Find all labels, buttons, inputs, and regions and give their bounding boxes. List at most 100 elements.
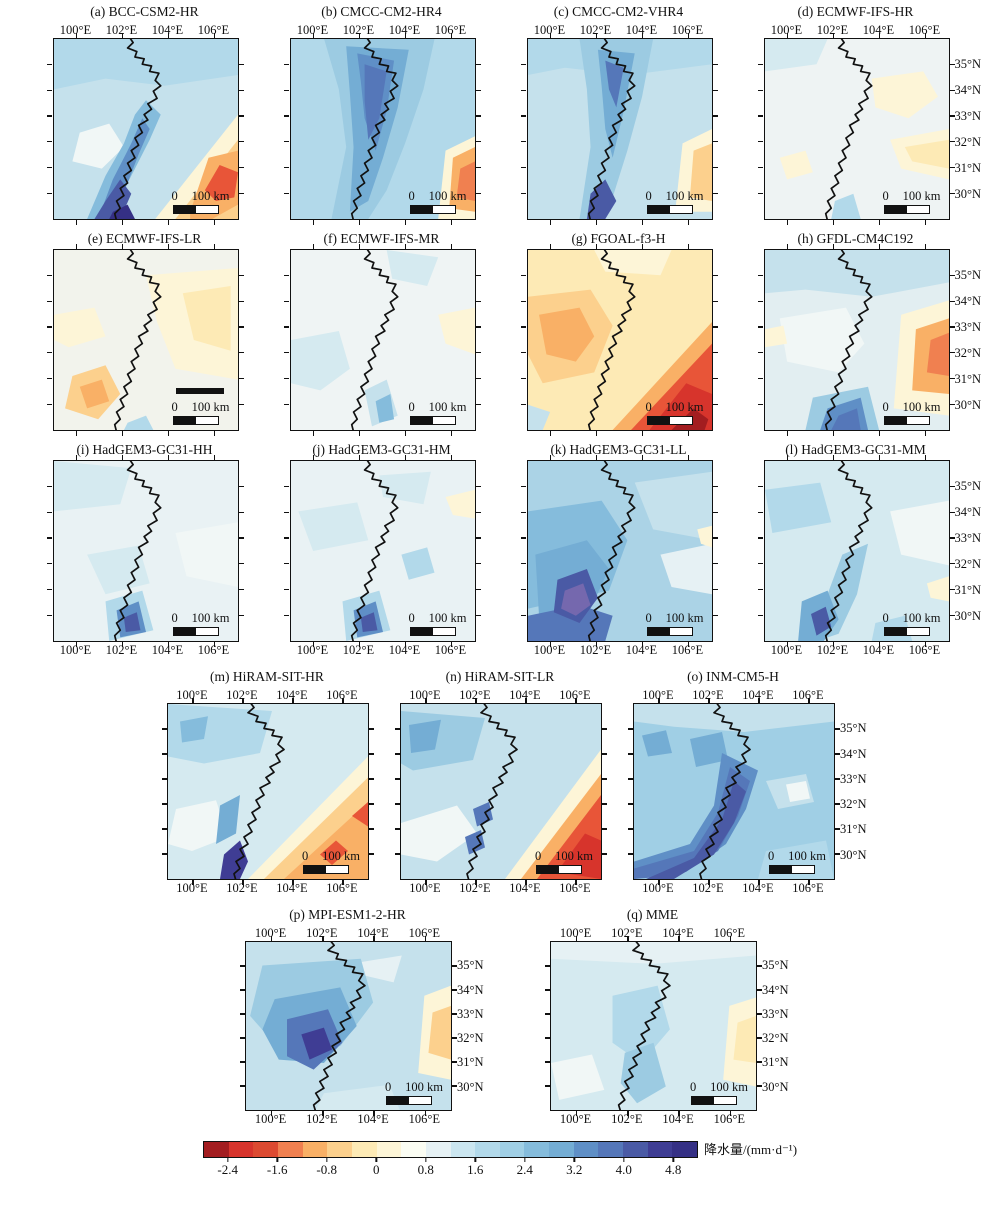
y-tick-label: 30°N <box>954 608 982 623</box>
x-tick-label: 100°E <box>254 1112 287 1126</box>
colorbar-tick-label: -2.4 <box>217 1162 238 1177</box>
y-axis-labels-left: 35°N34°N33°N32°N31°N30°N <box>123 703 197 880</box>
axis-tick <box>161 828 167 830</box>
y-tick-label: 32°N <box>840 797 867 812</box>
colorbar-tick-label: -0.8 <box>316 1162 337 1177</box>
axis-tick <box>575 697 577 703</box>
y-tick-label: 35°N <box>457 958 484 973</box>
axis-tick <box>525 697 527 703</box>
axis-tick <box>213 220 216 226</box>
contour-fill <box>401 805 477 862</box>
axis-tick <box>239 1013 245 1015</box>
axis-tick <box>394 828 400 830</box>
axis-tick <box>521 192 527 194</box>
x-axis-labels-bottom: 100°E 102°E 104°E 106°E <box>633 880 833 896</box>
axis-tick <box>358 32 361 38</box>
axis-tick <box>602 853 608 855</box>
colorbar-tick <box>672 1158 674 1162</box>
x-tick-label: 102°E <box>579 643 612 657</box>
scale-bar-distance: 100 km <box>428 611 467 625</box>
contour-fill <box>315 1084 400 1110</box>
y-axis-labels-left: 35°N34°N33°N32°N31°N30°N <box>9 249 83 431</box>
contour-fill <box>646 781 746 879</box>
contour-map <box>168 704 368 879</box>
x-tick-label: 104°E <box>357 926 389 940</box>
scale-bar-zero: 0 <box>171 611 178 625</box>
terrain-boundary-line <box>351 250 397 430</box>
x-axis-labels-top: 100°E 102°E 104°E 106°E <box>633 687 833 703</box>
colorbar-tick-label: 4.8 <box>665 1162 682 1177</box>
y-axis-labels-right: 35°N 34°N 33°N 32°N 31°N 30°N <box>955 38 992 220</box>
contour-fill <box>71 123 124 169</box>
contour-fill <box>551 942 756 964</box>
axis-tick <box>878 32 881 38</box>
scale-bar-distance: 100 km <box>902 611 941 625</box>
x-tick-label: 100°E <box>642 881 674 895</box>
axis-tick <box>404 431 407 437</box>
map-canvas: 0 100 km <box>284 243 481 437</box>
colorbar-segment <box>351 1142 377 1157</box>
scale-bar-zero: 0 <box>882 400 889 414</box>
axis-tick <box>729 1111 732 1117</box>
axis-tick <box>369 778 375 780</box>
y-tick-label: 35°N <box>762 958 789 973</box>
terrain-boundary-line <box>467 704 517 879</box>
scale-bar: 0 100 km <box>535 850 593 874</box>
axis-tick <box>758 614 764 616</box>
axis-tick <box>832 642 835 648</box>
axis-tick <box>312 32 315 38</box>
x-tick-label: 100°E <box>533 23 566 37</box>
scale-bar-distance: 100 km <box>191 611 230 625</box>
scale-bar-text: 0 100 km <box>646 190 704 203</box>
map-panel: (k) HadGEM3-GC31-LL 0 100 km 100°E 102°E 1… <box>521 442 718 658</box>
y-axis-labels-right: 35°N 34°N 33°N 32°N 31°N 30°N <box>955 460 992 642</box>
axis-tick <box>167 431 170 437</box>
panel-map-area: 0 100 km <box>284 243 481 437</box>
axis-tick <box>602 753 608 755</box>
panel-map-area: 0 100 km <box>394 697 608 886</box>
axis-tick <box>712 89 718 92</box>
axis-tick <box>47 141 53 143</box>
panel-map-area: 0 100 km 35°N 34°N 33°N 32°N 31°N 30°N <box>758 454 981 648</box>
axis-tick <box>949 403 955 405</box>
x-tick-label: 100°E <box>559 1112 592 1126</box>
axis-tick <box>521 166 527 169</box>
axis-tick <box>924 642 927 648</box>
contour-fill <box>437 307 475 355</box>
axis-tick <box>238 486 244 488</box>
x-tick-label: 102°E <box>459 688 491 702</box>
axis-tick <box>238 300 244 303</box>
axis-tick <box>708 880 710 886</box>
axis-tick <box>394 778 400 780</box>
terrain-boundary-line <box>825 250 871 430</box>
x-tick-label: 106°E <box>434 643 467 657</box>
axis-tick <box>878 220 881 226</box>
y-tick-label: 30°N <box>840 847 867 862</box>
axis-tick <box>712 275 718 277</box>
axis-tick <box>758 697 760 703</box>
axis-tick <box>602 778 608 780</box>
contour-fill <box>527 404 550 430</box>
axis-tick <box>835 853 841 855</box>
axis-tick <box>758 166 764 169</box>
scale-bar-zero: 0 <box>408 189 415 203</box>
colorbar-gradient <box>202 1141 698 1158</box>
scale-bar-distance: 100 km <box>710 1080 748 1094</box>
colorbar-tick <box>623 1158 625 1162</box>
axis-tick <box>521 352 527 354</box>
axis-tick <box>475 614 481 616</box>
axis-tick <box>47 89 53 92</box>
colorbar-segment <box>450 1142 476 1157</box>
scale-bar-zero: 0 <box>882 189 889 203</box>
axis-tick <box>595 431 598 437</box>
axis-tick <box>595 454 598 460</box>
colorbar-tick <box>425 1158 427 1162</box>
colorbar-tick <box>474 1158 476 1162</box>
axis-tick <box>808 697 810 703</box>
axis-tick <box>712 511 718 514</box>
axis-tick <box>238 89 244 92</box>
map-panel: (c) CMCC-CM2-VHR4 100°E 102°E 104°E 106°E 0… <box>521 4 718 226</box>
axis-tick <box>373 1111 375 1117</box>
x-tick-label: 104°E <box>388 23 421 37</box>
axis-tick <box>121 243 124 249</box>
